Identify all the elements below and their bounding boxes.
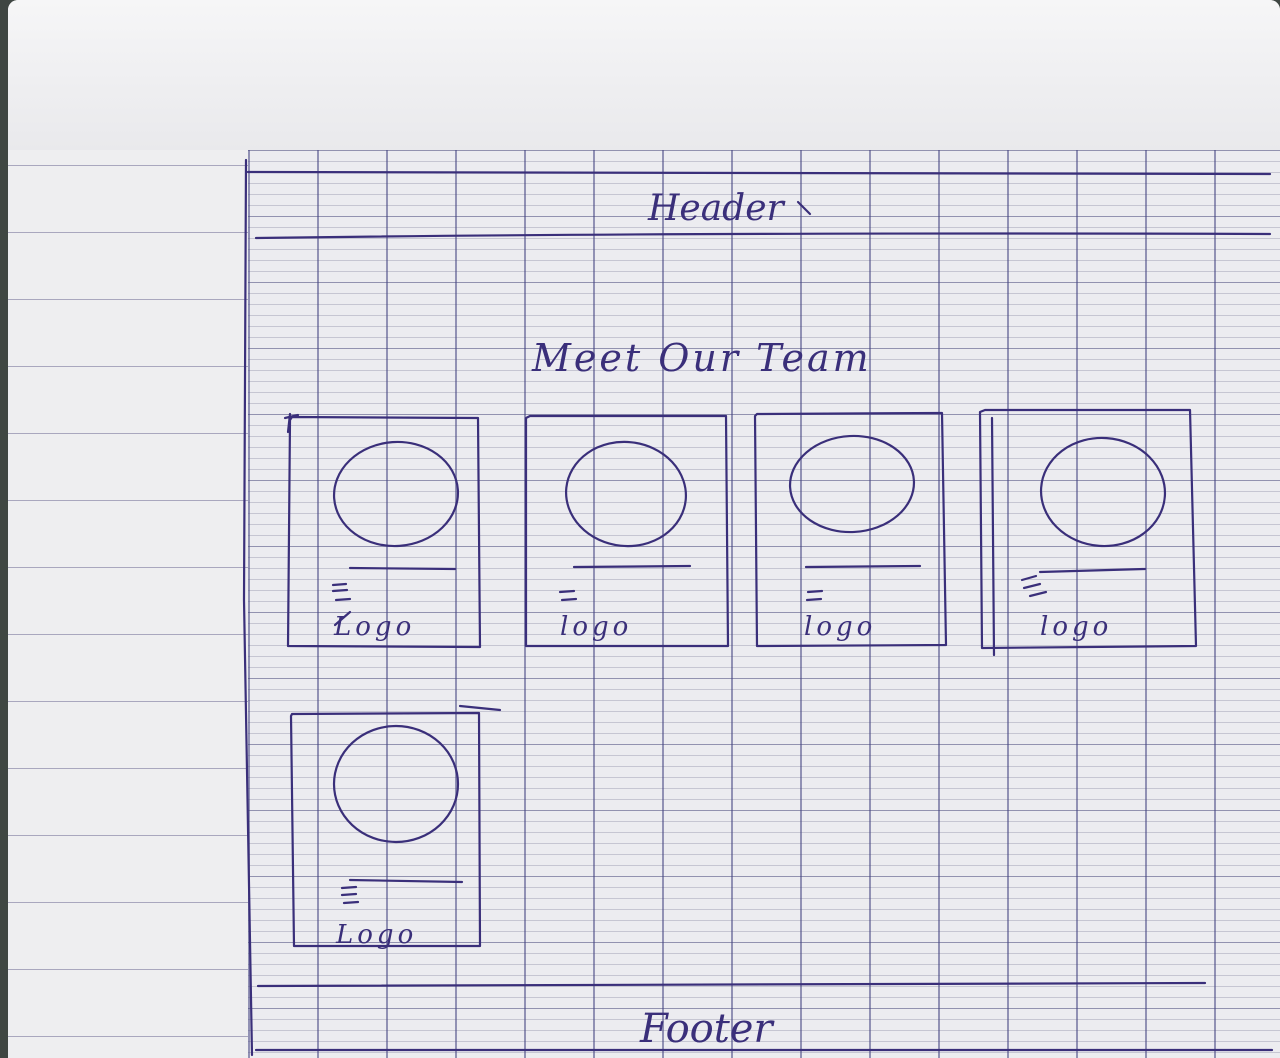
card-frame	[753, 411, 948, 648]
text-lines-icon	[805, 589, 824, 602]
card-frame	[524, 414, 730, 648]
card-corner-mark	[283, 412, 300, 434]
pen-stroke	[333, 610, 352, 627]
card-logo-label: logo	[1040, 612, 1113, 642]
card-logo-label: logo	[560, 612, 633, 642]
text-lines-icon	[1020, 574, 1048, 598]
card-logo-label: Logo	[336, 920, 418, 950]
card-frame	[978, 408, 1198, 650]
header-tick	[796, 200, 812, 216]
avatar-placeholder	[564, 440, 688, 548]
header-top-line	[246, 170, 1272, 176]
team-card	[978, 408, 1198, 657]
card-frame	[289, 711, 482, 948]
name-line	[572, 564, 692, 569]
footer-label: Footer	[640, 1006, 773, 1052]
card-corner-mark	[458, 704, 502, 712]
card-logo-label: Logo	[334, 612, 416, 642]
header-label: Header	[648, 188, 784, 229]
section-title: Meet Our Team	[532, 336, 872, 380]
team-card	[283, 412, 482, 649]
avatar-placeholder	[788, 434, 916, 534]
card-logo-label: logo	[804, 612, 877, 642]
name-line	[804, 564, 922, 569]
text-lines-icon	[331, 582, 352, 602]
footer-divider	[256, 981, 1207, 988]
avatar-placeholder	[332, 440, 460, 548]
name-line	[1038, 567, 1147, 574]
team-card	[753, 411, 948, 648]
frame-left-edge	[242, 158, 254, 1057]
text-lines-icon	[340, 885, 360, 905]
header-divider	[254, 232, 1272, 240]
text-lines-icon	[558, 589, 578, 602]
ruled-lines	[8, 165, 248, 1058]
team-card	[289, 704, 502, 948]
name-line	[348, 566, 457, 571]
card-inner-edge	[990, 416, 996, 657]
notebook-page	[8, 0, 1280, 1058]
page-top-blank	[8, 0, 1280, 150]
graph-paper-grid	[248, 150, 1280, 1058]
team-card	[524, 414, 730, 648]
avatar-placeholder	[1039, 436, 1167, 548]
avatar-placeholder	[332, 724, 460, 844]
name-line	[348, 878, 464, 884]
